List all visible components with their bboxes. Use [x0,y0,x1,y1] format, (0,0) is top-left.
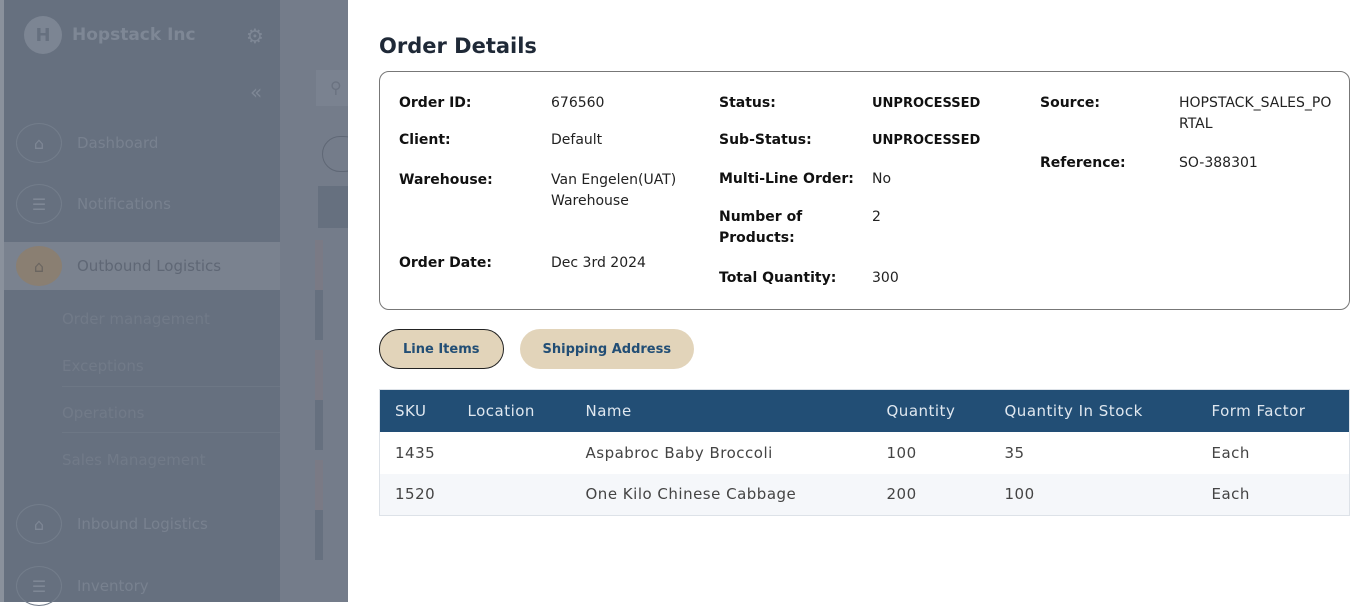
col-name: Name [570,389,872,432]
sidebar-item-outbound-logistics[interactable]: ⌂ Outbound Logistics [4,242,284,290]
cell-sku: 1520 [379,473,453,516]
multi-line-value: No [872,171,892,187]
tab-shipping-address[interactable]: Shipping Address [519,329,695,369]
sidebar-item-label: Notifications [77,195,171,213]
sidebar-item-dashboard[interactable]: ⌂ Dashboard [4,119,284,167]
background-stripe [315,400,323,450]
sidebar-item-inventory[interactable]: ☰ Inventory [4,562,284,610]
num-products-value: 2 [872,209,881,225]
cell-location [453,432,571,474]
cell-name: Aspabroc Baby Broccoli [585,443,773,462]
sub-status-label: Sub-Status: [719,132,812,148]
background-stripe [315,350,323,400]
reference-label: Reference: [1040,155,1126,171]
col-quantity-in-stock: Quantity In Stock [989,389,1197,432]
subitem-exceptions[interactable]: Exceptions [62,357,144,375]
source-label: Source: [1040,95,1100,111]
reference-value: SO-388301 [1179,155,1258,171]
warehouse-icon: ⌂ [16,504,62,544]
order-date-value: Dec 3rd 2024 [551,255,646,271]
background-stripe [315,240,323,290]
cell-quantity: 100 [886,443,917,462]
cell-form-factor: Each [1211,443,1250,462]
cell-location [452,473,571,516]
status-value: UNPROCESSED [872,96,981,111]
search-icon: ⚲ [316,70,348,106]
subitem-sales-management[interactable]: Sales Management [62,451,206,469]
multi-line-label: Multi-Line Order: [719,171,854,187]
col-sku: SKU [379,389,453,432]
total-quantity-label: Total Quantity: [719,270,837,286]
collapse-icon[interactable]: « [250,80,263,104]
sidebar-item-label: Dashboard [77,134,159,152]
brand-name: Hopstack Inc [72,25,196,45]
col-form-factor: Form Factor [1196,389,1350,432]
cell-name: One Kilo Chinese Cabbage [570,473,872,516]
sub-status-value: UNPROCESSED [872,133,981,148]
cell-form-factor: Each [1196,473,1350,516]
divider [62,386,284,387]
background-stripe [315,510,323,560]
order-id-value: 676560 [551,95,605,111]
cell-sku: 1435 [395,443,436,462]
background-stripe [315,460,323,510]
page-title: Order Details [379,34,537,58]
sidebar-item-notifications[interactable]: ☰ Notifications [4,180,284,228]
divider [62,432,284,433]
order-summary-card: Order ID: 676560 Client: Default Warehou… [379,71,1350,310]
order-details-modal: Order Details Order ID: 676560 Client: D… [348,0,1350,602]
subitem-order-management[interactable]: Order management [62,310,210,328]
logo: H [24,16,62,54]
source-value: HOPSTACK_SALES_PORTAL [1179,95,1332,132]
checklist-icon: ☰ [16,566,62,606]
warehouse-label: Warehouse: [399,172,493,188]
col-location: Location [452,389,571,432]
client-value: Default [551,132,603,148]
client-label: Client: [399,132,451,148]
brand: H Hopstack Inc [24,16,196,54]
subitem-operations[interactable]: Operations [62,404,145,422]
line-items-table: SKU Location Name Quantity Quantity In S… [379,389,1350,516]
background-table-header [318,186,348,228]
warehouse-icon: ⌂ [16,123,62,163]
table-row: 1520 One Kilo Chinese Cabbage 200 100 Ea… [379,473,1350,516]
sidebar-item-label: Outbound Logistics [77,257,222,275]
cell-stock: 100 [989,473,1197,516]
sidebar-item-inbound-logistics[interactable]: ⌂ Inbound Logistics [4,500,284,548]
checklist-icon: ☰ [16,184,62,224]
order-date-label: Order Date: [399,255,492,271]
sidebar-item-label: Inbound Logistics [77,515,208,533]
col-quantity: Quantity [871,389,990,432]
order-id-label: Order ID: [399,95,472,111]
table-row: 1435 Aspabroc Baby Broccoli 100 35 Each [380,432,1350,474]
sidebar-item-label: Inventory [77,577,149,595]
status-label: Status: [719,95,776,111]
background-stripe [315,290,323,340]
num-products-label: Number of Products: [719,209,803,246]
cell-stock: 35 [1004,443,1025,462]
cell-quantity: 200 [871,473,990,516]
tabs: Line Items Shipping Address [379,329,695,369]
warehouse-icon: ⌂ [16,246,62,286]
warehouse-value: Van Engelen(UAT) Warehouse [551,172,677,209]
total-quantity-value: 300 [872,270,899,286]
sidebar: H Hopstack Inc ⚙ « ⌂ Dashboard ☰ Notificat… [0,0,284,606]
tab-line-items[interactable]: Line Items [379,329,504,369]
gear-icon[interactable]: ⚙ [246,24,264,48]
